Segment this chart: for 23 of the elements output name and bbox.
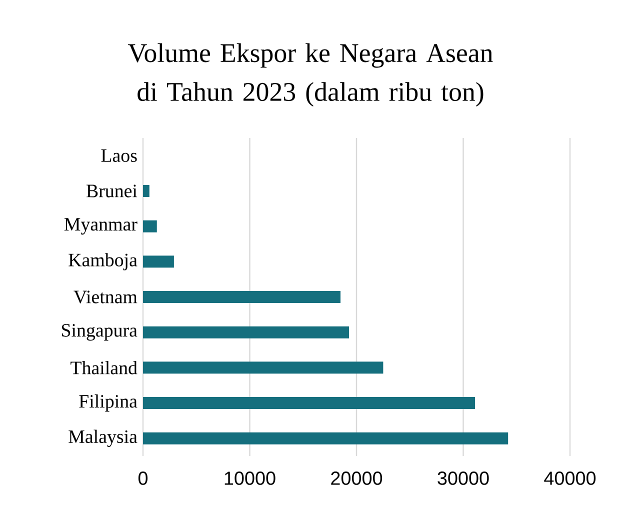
bar xyxy=(143,256,174,268)
y-tick-label: Kamboja xyxy=(68,253,138,270)
y-tick-label: Myanmar xyxy=(64,218,138,235)
x-tick-label: 20000 xyxy=(331,472,382,485)
x-tick-label: 40000 xyxy=(544,472,596,485)
x-tick-label: 10000 xyxy=(224,472,276,485)
y-tick-label: Malaysia xyxy=(68,430,138,447)
y-tick-label: Filipina xyxy=(79,394,138,412)
bar xyxy=(143,397,475,409)
bar xyxy=(143,432,508,444)
bar xyxy=(143,326,350,338)
x-tick-label: 0 xyxy=(138,472,148,485)
bar xyxy=(143,291,340,304)
bar xyxy=(143,220,157,232)
x-tick-label: 30000 xyxy=(438,472,489,485)
y-tick-label: Vietnam xyxy=(74,290,138,304)
y-tick-label: Laos xyxy=(101,149,137,162)
y-tick-label: Thailand xyxy=(70,361,138,374)
chart-title: Volume Ekspor ke Negara Asean di Tahun 2023 (dalam ribu ton) xyxy=(128,43,493,107)
y-tick-label: Singapura xyxy=(62,324,138,341)
y-tick-label: Brunei xyxy=(86,184,138,198)
bar xyxy=(143,362,384,374)
bar xyxy=(143,185,150,198)
